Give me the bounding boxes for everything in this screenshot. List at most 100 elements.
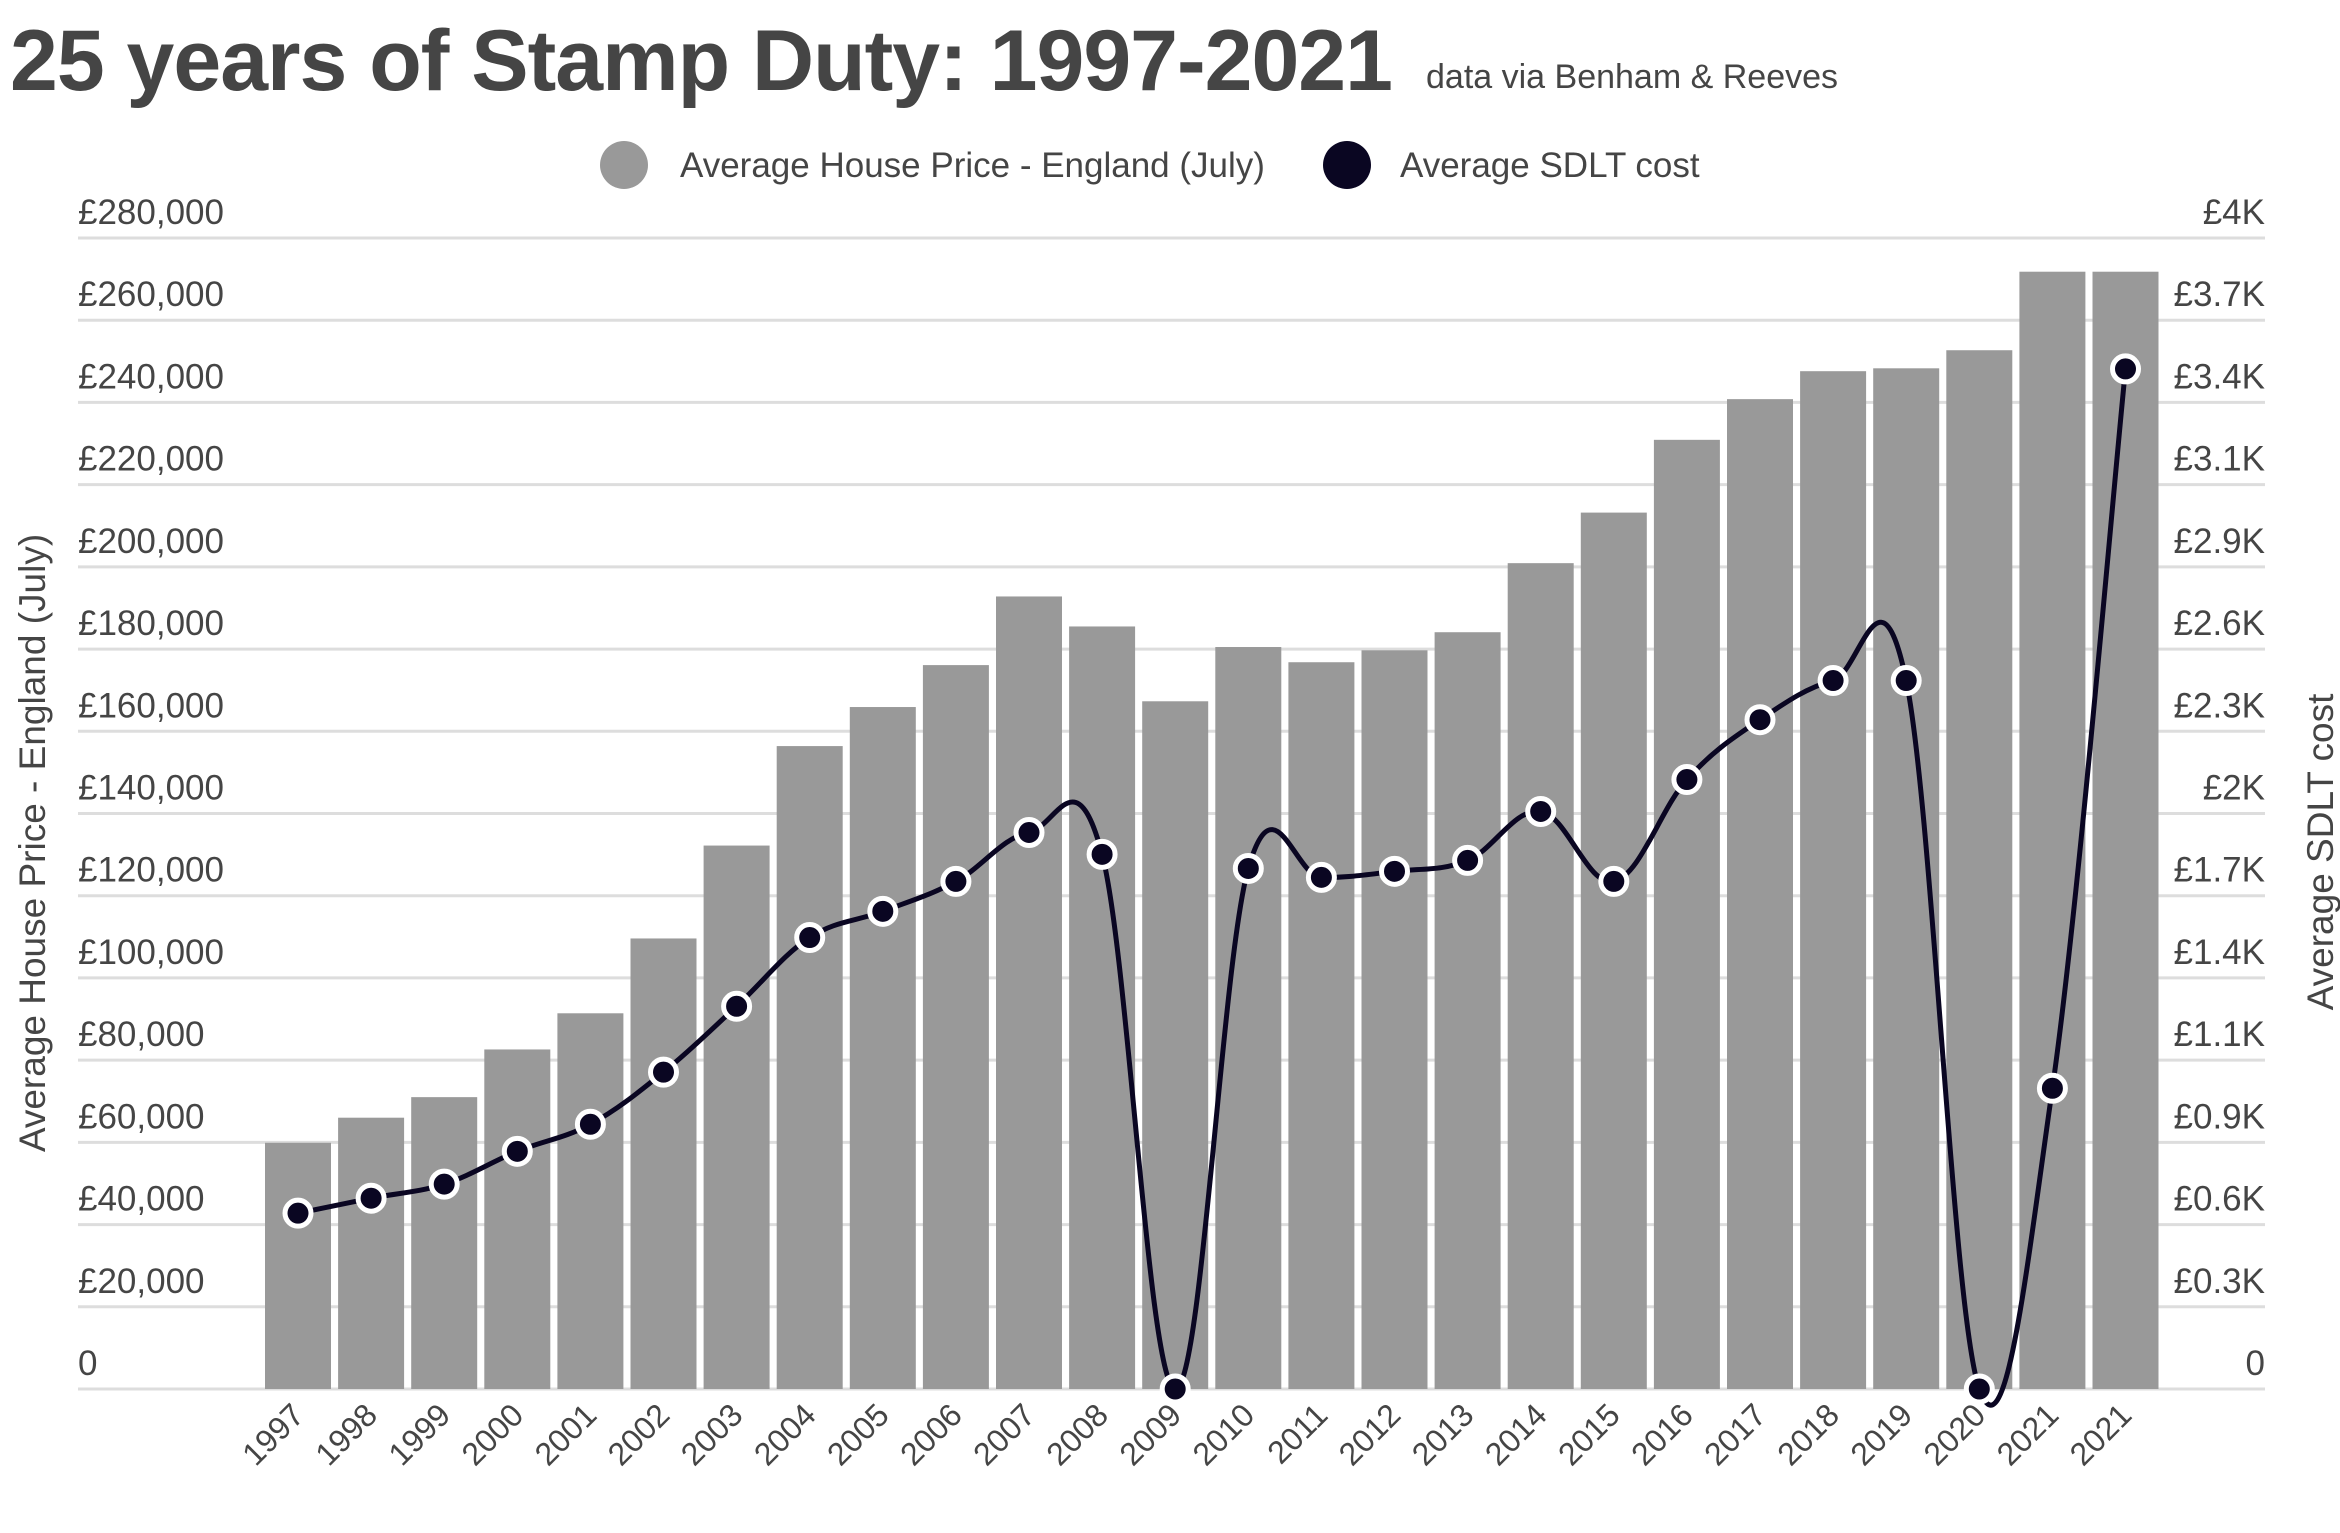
left-tick-label: £100,000 bbox=[78, 933, 224, 972]
right-tick-label: £3.7K bbox=[2174, 275, 2265, 314]
bar-2013[interactable] bbox=[1434, 632, 1501, 1389]
bar-2000[interactable] bbox=[484, 1049, 551, 1389]
x-tick-label: 2011 bbox=[1260, 1396, 1334, 1470]
x-tick-label: 2018 bbox=[1770, 1396, 1846, 1472]
right-axis-title: Average SDLT cost bbox=[2300, 693, 2340, 1010]
sdlt-point-2005[interactable] bbox=[867, 895, 899, 927]
bar-1997[interactable] bbox=[265, 1142, 331, 1389]
x-tick-label: 1999 bbox=[381, 1396, 457, 1472]
sdlt-point-2021[interactable] bbox=[2110, 353, 2141, 385]
right-tick-label: £2.3K bbox=[2174, 686, 2265, 725]
left-tick-label: £260,000 bbox=[78, 275, 224, 314]
right-tick-label: £2.6K bbox=[2174, 604, 2265, 643]
bar-2006[interactable] bbox=[922, 665, 989, 1389]
sdlt-point-2007[interactable] bbox=[1013, 816, 1045, 848]
x-tick-label: 2015 bbox=[1551, 1396, 1627, 1472]
x-tick-label: 1998 bbox=[308, 1396, 384, 1472]
left-tick-label: £120,000 bbox=[78, 851, 224, 890]
left-tick-label: £180,000 bbox=[78, 604, 224, 643]
sdlt-point-1998[interactable] bbox=[355, 1182, 387, 1214]
sdlt-point-2002[interactable] bbox=[648, 1056, 679, 1088]
left-tick-label: £40,000 bbox=[78, 1180, 205, 1219]
bar-1998[interactable] bbox=[338, 1117, 405, 1389]
sdlt-point-2011[interactable] bbox=[1305, 861, 1337, 893]
sdlt-point-1999[interactable] bbox=[428, 1168, 460, 1200]
x-tick-label: 2012 bbox=[1332, 1396, 1408, 1472]
sdlt-point-2003[interactable] bbox=[721, 990, 753, 1022]
bar-2016[interactable] bbox=[1653, 439, 1720, 1389]
legend-label-house-price: Average House Price - England (July) bbox=[680, 146, 1265, 185]
sdlt-point-2015[interactable] bbox=[1598, 865, 1630, 897]
right-tick-label: £2.9K bbox=[2174, 522, 2265, 561]
left-tick-label: £160,000 bbox=[78, 686, 224, 725]
bar-2005[interactable] bbox=[849, 707, 916, 1389]
legend-item-sdlt[interactable]: Average SDLT cost bbox=[1323, 141, 1700, 189]
sdlt-point-2009[interactable] bbox=[1159, 1373, 1191, 1405]
sdlt-point-2021[interactable] bbox=[2036, 1072, 2068, 1104]
x-tick-label: 2013 bbox=[1405, 1396, 1481, 1472]
bar-2001[interactable] bbox=[557, 1013, 624, 1389]
sdlt-point-2004[interactable] bbox=[794, 922, 826, 954]
sdlt-point-2017[interactable] bbox=[1744, 704, 1776, 736]
sdlt-points bbox=[282, 353, 2141, 1405]
sdlt-point-2012[interactable] bbox=[1379, 855, 1410, 887]
bar-2018[interactable] bbox=[1800, 371, 1867, 1389]
bar-2011[interactable] bbox=[1288, 662, 1355, 1389]
left-tick-label: £60,000 bbox=[78, 1097, 205, 1136]
bar-2012[interactable] bbox=[1361, 650, 1428, 1389]
left-tick-label: £220,000 bbox=[78, 440, 224, 479]
chart-subtitle: data via Benham & Reeves bbox=[1426, 58, 1839, 96]
x-axis-labels: 1997199819992000200120022003200420052006… bbox=[235, 1396, 2138, 1472]
right-tick-label: £0.9K bbox=[2174, 1097, 2265, 1136]
x-tick-label: 2008 bbox=[1039, 1396, 1115, 1472]
left-tick-label: £140,000 bbox=[78, 769, 224, 808]
left-axis-title: Average House Price - England (July) bbox=[12, 534, 53, 1152]
sdlt-point-2008[interactable] bbox=[1086, 838, 1118, 870]
sdlt-point-2020[interactable] bbox=[1963, 1373, 1995, 1405]
x-tick-label: 2003 bbox=[674, 1396, 750, 1472]
x-tick-label: 2020 bbox=[1916, 1396, 1992, 1472]
bar-2015[interactable] bbox=[1580, 512, 1647, 1389]
bar-2004[interactable] bbox=[776, 746, 843, 1389]
sdlt-point-2013[interactable] bbox=[1452, 844, 1484, 876]
right-tick-label: £0.6K bbox=[2174, 1180, 2265, 1219]
left-tick-label: £200,000 bbox=[78, 522, 224, 561]
bar-2002[interactable] bbox=[630, 938, 697, 1389]
right-axis-ticks: 0 £0.3K £0.6K £0.9K £1.1K £1.4K £1.7K £2K £2.3K £… bbox=[2174, 193, 2265, 1383]
bar-2003[interactable] bbox=[703, 845, 770, 1389]
x-tick-label: 2021 bbox=[1990, 1396, 2066, 1472]
chart-title: 25 years of Stamp Duty: 1997-2021 bbox=[10, 13, 1393, 109]
sdlt-point-2016[interactable] bbox=[1671, 764, 1703, 796]
bar-2017[interactable] bbox=[1727, 399, 1793, 1389]
bar-2021[interactable] bbox=[2092, 271, 2159, 1389]
x-tick-label: 2001 bbox=[528, 1396, 604, 1472]
left-tick-label: £280,000 bbox=[78, 193, 224, 232]
left-tick-label: 0 bbox=[78, 1344, 97, 1383]
x-tick-label: 2009 bbox=[1112, 1396, 1188, 1472]
sdlt-point-1997[interactable] bbox=[282, 1197, 314, 1229]
line-series-sdlt bbox=[297, 368, 2128, 1408]
legend: Average House Price - England (July) Ave… bbox=[600, 141, 1700, 189]
x-tick-label: 2010 bbox=[1185, 1396, 1261, 1472]
sdlt-point-2006[interactable] bbox=[940, 865, 972, 897]
sdlt-point-2010[interactable] bbox=[1232, 852, 1264, 884]
x-tick-label: 2014 bbox=[1478, 1396, 1554, 1472]
x-tick-label: 2007 bbox=[966, 1396, 1042, 1472]
x-tick-label: 2021 bbox=[2063, 1396, 2139, 1472]
sdlt-point-2018[interactable] bbox=[1817, 665, 1849, 697]
bar-2007[interactable] bbox=[996, 596, 1062, 1389]
sdlt-point-2014[interactable] bbox=[1525, 795, 1557, 827]
legend-item-house-price[interactable]: Average House Price - England (July) bbox=[600, 141, 1265, 189]
bar-2014[interactable] bbox=[1507, 563, 1574, 1389]
sdlt-point-2001[interactable] bbox=[574, 1108, 606, 1140]
bar-2021[interactable] bbox=[2019, 271, 2086, 1389]
x-tick-label: 2019 bbox=[1843, 1396, 1919, 1472]
sdlt-point-2019[interactable] bbox=[1890, 665, 1922, 697]
right-tick-label: £1.7K bbox=[2174, 851, 2265, 890]
left-tick-label: £240,000 bbox=[78, 357, 224, 396]
x-tick-label: 1997 bbox=[235, 1396, 311, 1472]
bar-1999[interactable] bbox=[411, 1097, 478, 1389]
right-tick-label: £0.3K bbox=[2174, 1262, 2265, 1301]
sdlt-point-2000[interactable] bbox=[501, 1135, 533, 1167]
right-tick-label: £2K bbox=[2203, 769, 2265, 808]
